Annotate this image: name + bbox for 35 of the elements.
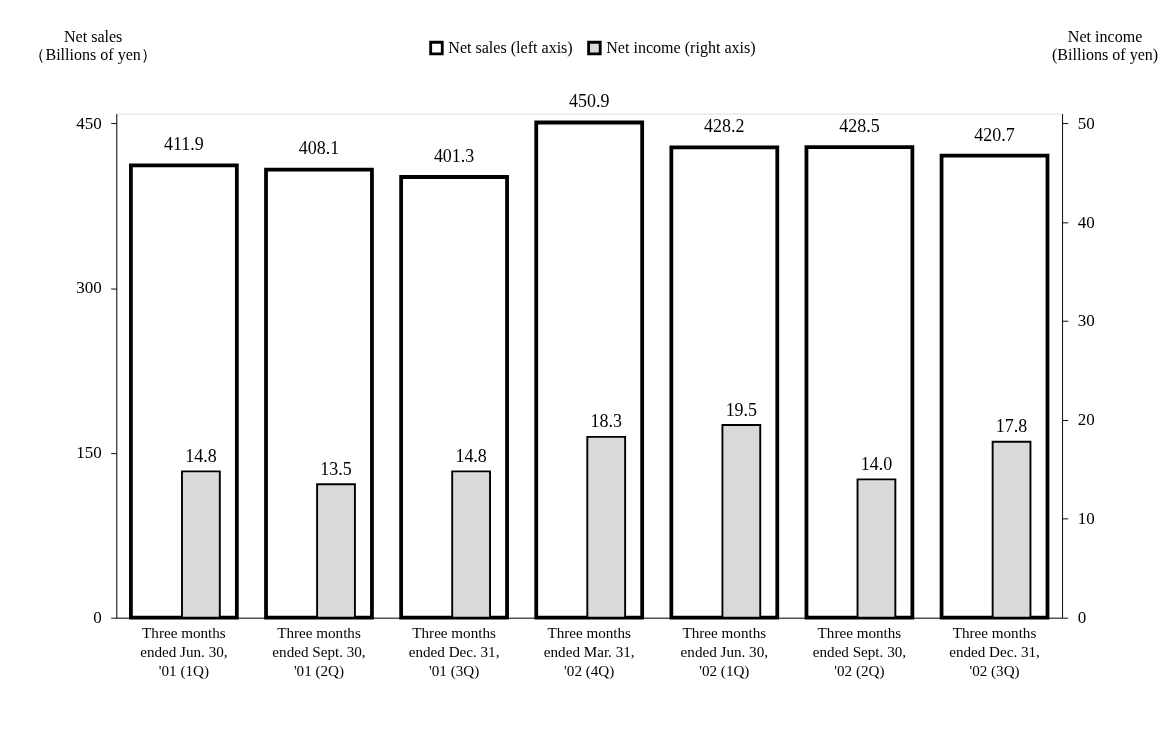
data-label: 18.3	[590, 411, 622, 432]
x-tick-label: Three months ended Jun. 30, '02 (1Q)	[680, 625, 768, 680]
data-label: 17.8	[995, 416, 1028, 437]
x-tick-label: Three months ended Sept. 30, '01 (2Q)	[272, 625, 366, 680]
x-tick-label: Three months ended Jun. 30, '01 (1Q)	[140, 625, 228, 680]
data-label: 401.3	[433, 145, 475, 166]
data-label: 14.0	[860, 453, 893, 474]
data-label: 411.9	[164, 134, 204, 155]
y2-tick-label: 40	[1077, 212, 1095, 232]
data-label: 428.2	[704, 116, 745, 137]
data-label: 420.7	[974, 124, 1015, 145]
y-tick-label: 150	[76, 443, 102, 463]
y-tick-label: 450	[76, 113, 102, 133]
y-axis-title: Net sales（Billions of yen）	[29, 28, 157, 65]
legend-label: Net income (right axis)	[606, 38, 756, 57]
x-tick-label: Three months ended Mar. 31, '02 (4Q)	[543, 625, 635, 680]
data-label: 428.5	[839, 115, 880, 136]
y-tick-label: 0	[93, 607, 102, 627]
x-tick-label: Three months ended Sept. 30, '02 (2Q)	[812, 625, 907, 680]
data-label: 14.8	[185, 445, 217, 466]
data-label: 450.9	[569, 91, 610, 112]
data-label: 13.5	[320, 458, 352, 479]
y2-tick-label: 50	[1077, 113, 1095, 133]
x-tick-label: Three months ended Dec. 31, '02 (3Q)	[949, 625, 1040, 680]
data-label: 408.1	[298, 138, 340, 159]
y2-axis-title: Net income (Billions of yen)	[1052, 28, 1159, 65]
x-tick-label: Three months ended Dec. 31, '01 (3Q)	[408, 625, 500, 680]
y-tick-label: 300	[76, 278, 102, 298]
data-label: 14.8	[455, 445, 487, 466]
legend-label: Net sales (left axis)	[448, 38, 573, 57]
y2-tick-label: 20	[1077, 410, 1095, 430]
y2-tick-label: 30	[1077, 311, 1095, 331]
y2-tick-label: 0	[1077, 607, 1087, 627]
y2-tick-label: 10	[1077, 509, 1095, 529]
data-label: 19.5	[725, 399, 758, 420]
